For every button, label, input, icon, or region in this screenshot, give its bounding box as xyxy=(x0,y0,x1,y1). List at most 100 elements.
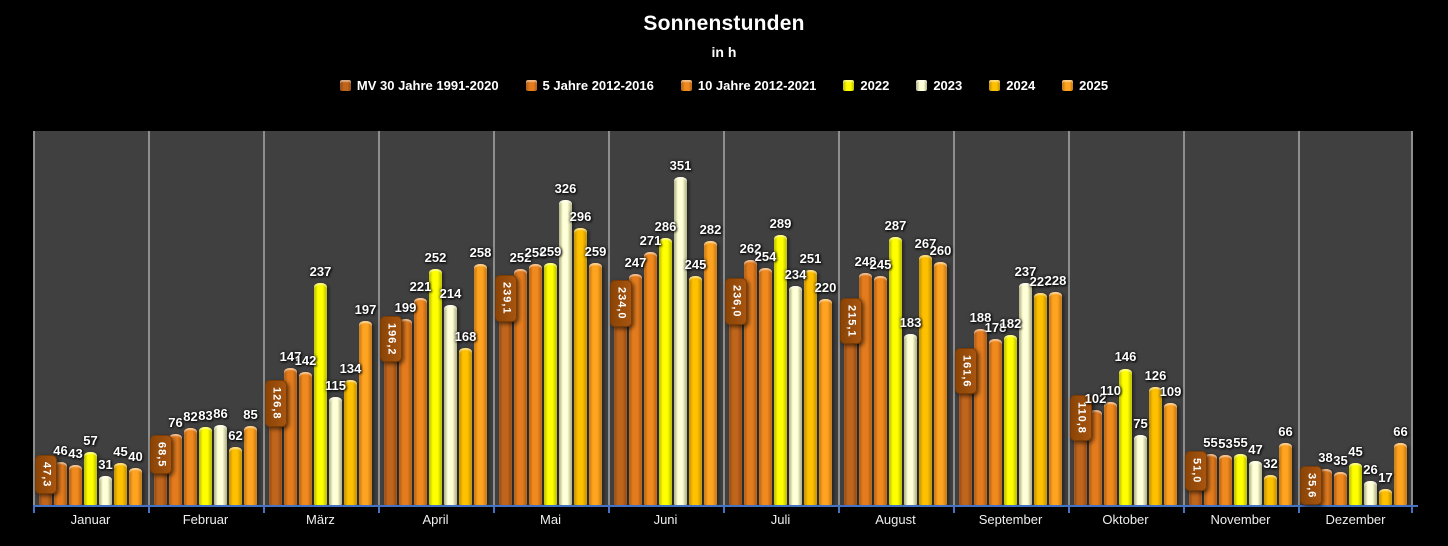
bar xyxy=(859,273,872,505)
bar xyxy=(1034,292,1047,505)
bar xyxy=(1219,455,1232,505)
bar xyxy=(559,200,572,505)
bar xyxy=(444,304,457,505)
bar xyxy=(1334,472,1347,505)
legend: MV 30 Jahre 1991-2020 5 Jahre 2012-2016 10… xyxy=(0,78,1448,93)
bar xyxy=(1264,475,1277,505)
bar xyxy=(199,427,212,505)
bar xyxy=(1089,409,1102,505)
chart-subtitle: in h xyxy=(711,44,737,60)
x-axis-tick xyxy=(378,507,380,513)
bar-value-label-box: 236,0 xyxy=(724,278,747,325)
legend-marker-icon xyxy=(680,80,692,91)
bar xyxy=(974,329,987,505)
bar xyxy=(114,462,127,505)
bar xyxy=(819,299,832,505)
legend-marker-icon xyxy=(1062,80,1074,91)
bar xyxy=(1279,443,1292,505)
bar xyxy=(69,464,82,505)
month-label: September xyxy=(978,512,1043,527)
bar xyxy=(1004,334,1017,505)
bar xyxy=(1379,489,1392,505)
bar xyxy=(774,234,787,505)
month-separator-line xyxy=(1298,131,1300,505)
month-separator-line xyxy=(1068,131,1070,505)
x-axis-tick xyxy=(838,507,840,513)
legend-item: 2025 xyxy=(1062,78,1108,93)
month-label: Mai xyxy=(540,512,561,527)
plot-area xyxy=(33,131,1413,505)
bar xyxy=(1019,283,1032,505)
legend-item-label: 10 Jahre 2012-2021 xyxy=(697,78,817,93)
legend-marker-icon xyxy=(843,80,855,91)
bar xyxy=(344,379,357,505)
month-separator-line xyxy=(608,131,610,505)
legend-item: 2024 xyxy=(989,78,1035,93)
x-axis-tick xyxy=(608,507,610,513)
bar xyxy=(514,269,527,505)
bar xyxy=(1234,453,1247,505)
month-label: August xyxy=(875,512,916,527)
bar xyxy=(989,338,1002,505)
bar xyxy=(629,274,642,505)
bar xyxy=(244,425,257,505)
bar xyxy=(1049,291,1062,505)
month-label: Juni xyxy=(653,512,678,527)
bar xyxy=(889,236,902,505)
legend-item-label: 2023 xyxy=(933,78,963,93)
month-separator-line xyxy=(493,131,495,505)
bar xyxy=(429,269,442,505)
month-separator-line xyxy=(723,131,725,505)
bar-value-label-box: 234,0 xyxy=(609,280,632,327)
legend-item-label: MV 30 Jahre 1991-2020 xyxy=(356,78,499,93)
x-axis-line xyxy=(33,505,1418,507)
bar xyxy=(414,298,427,505)
bar xyxy=(1149,387,1162,505)
bar xyxy=(1349,462,1362,505)
month-label: November xyxy=(1210,512,1271,527)
bar xyxy=(729,284,742,505)
month-separator-line xyxy=(1183,131,1185,505)
legend-item-label: 2025 xyxy=(1079,78,1109,93)
chart-title: Sonnenstunden xyxy=(643,12,805,35)
legend-item: 5 Jahre 2012-2016 xyxy=(525,78,654,93)
month-separator-line xyxy=(33,131,35,505)
bar xyxy=(1204,453,1217,505)
bar xyxy=(659,237,672,505)
bar xyxy=(759,267,772,505)
bar-value-label-box: 161,6 xyxy=(954,347,977,395)
month-separator-line xyxy=(838,131,840,505)
month-label: Januar xyxy=(70,512,111,527)
bar xyxy=(1104,402,1117,505)
x-axis-tick xyxy=(723,507,725,513)
bar-value-label-box: 68,5 xyxy=(149,434,172,475)
legend-marker-icon xyxy=(339,80,351,91)
legend-marker-icon xyxy=(989,80,1001,91)
bar xyxy=(844,303,857,505)
bar xyxy=(299,372,312,505)
bar xyxy=(284,367,297,505)
bar-value-label-box: 110,8 xyxy=(1069,395,1092,442)
bar xyxy=(1134,434,1147,505)
bar-value-label-box: 239,1 xyxy=(494,275,517,322)
bar xyxy=(359,320,372,505)
bar xyxy=(1164,403,1177,505)
bar xyxy=(744,260,757,505)
bar xyxy=(99,476,112,505)
bar xyxy=(384,321,397,505)
bar xyxy=(314,283,327,505)
x-axis-tick xyxy=(1183,507,1185,513)
bar xyxy=(184,428,197,505)
month-label: Dezember xyxy=(1325,512,1386,527)
month-separator-line xyxy=(1411,131,1413,505)
bar xyxy=(804,270,817,505)
bar xyxy=(474,263,487,505)
bar xyxy=(1394,443,1407,505)
bar xyxy=(644,251,657,505)
x-axis-tick xyxy=(33,507,35,513)
bar xyxy=(459,347,472,505)
legend-item: MV 30 Jahre 1991-2020 xyxy=(339,78,499,93)
bar xyxy=(674,176,687,505)
bar xyxy=(129,467,142,505)
